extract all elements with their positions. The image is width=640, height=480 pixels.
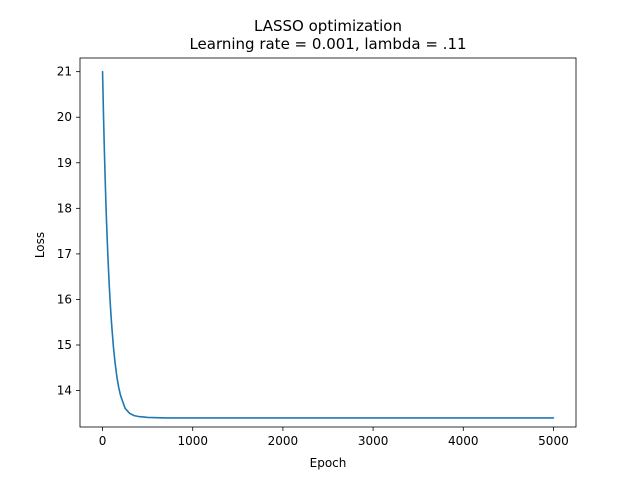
x-axis-ticks: 0 1000 2000 3000 4000 5000 <box>99 427 569 448</box>
axes-frame <box>79 57 577 428</box>
y-tick-label: 15 <box>57 338 72 352</box>
chart-subtitle: Learning rate = 0.001, lambda = .11 <box>189 35 466 53</box>
y-tick-label: 16 <box>57 292 72 306</box>
chart-title: LASSO optimization <box>254 17 402 35</box>
y-tick-label: 19 <box>57 156 72 170</box>
y-tick-label: 17 <box>57 247 72 261</box>
x-tick-label: 4000 <box>448 434 479 448</box>
y-axis-ticks: 14 15 16 17 18 19 20 21 <box>57 65 80 398</box>
x-tick-label: 5000 <box>538 434 569 448</box>
y-tick-label: 20 <box>57 110 72 124</box>
x-tick-label: 1000 <box>177 434 208 448</box>
y-tick-label: 14 <box>57 384 72 398</box>
x-tick-label: 2000 <box>268 434 299 448</box>
x-axis-label: Epoch <box>310 456 347 470</box>
loss-series-line <box>101 70 555 419</box>
x-tick-label: 0 <box>99 434 107 448</box>
y-tick-label: 18 <box>57 201 72 215</box>
y-axis-label: Loss <box>33 232 47 258</box>
y-tick-label: 21 <box>57 65 72 79</box>
x-tick-label: 3000 <box>358 434 389 448</box>
plot-area: 0 1000 2000 3000 4000 5000 14 15 16 17 18 19 20 21 <box>57 57 577 448</box>
